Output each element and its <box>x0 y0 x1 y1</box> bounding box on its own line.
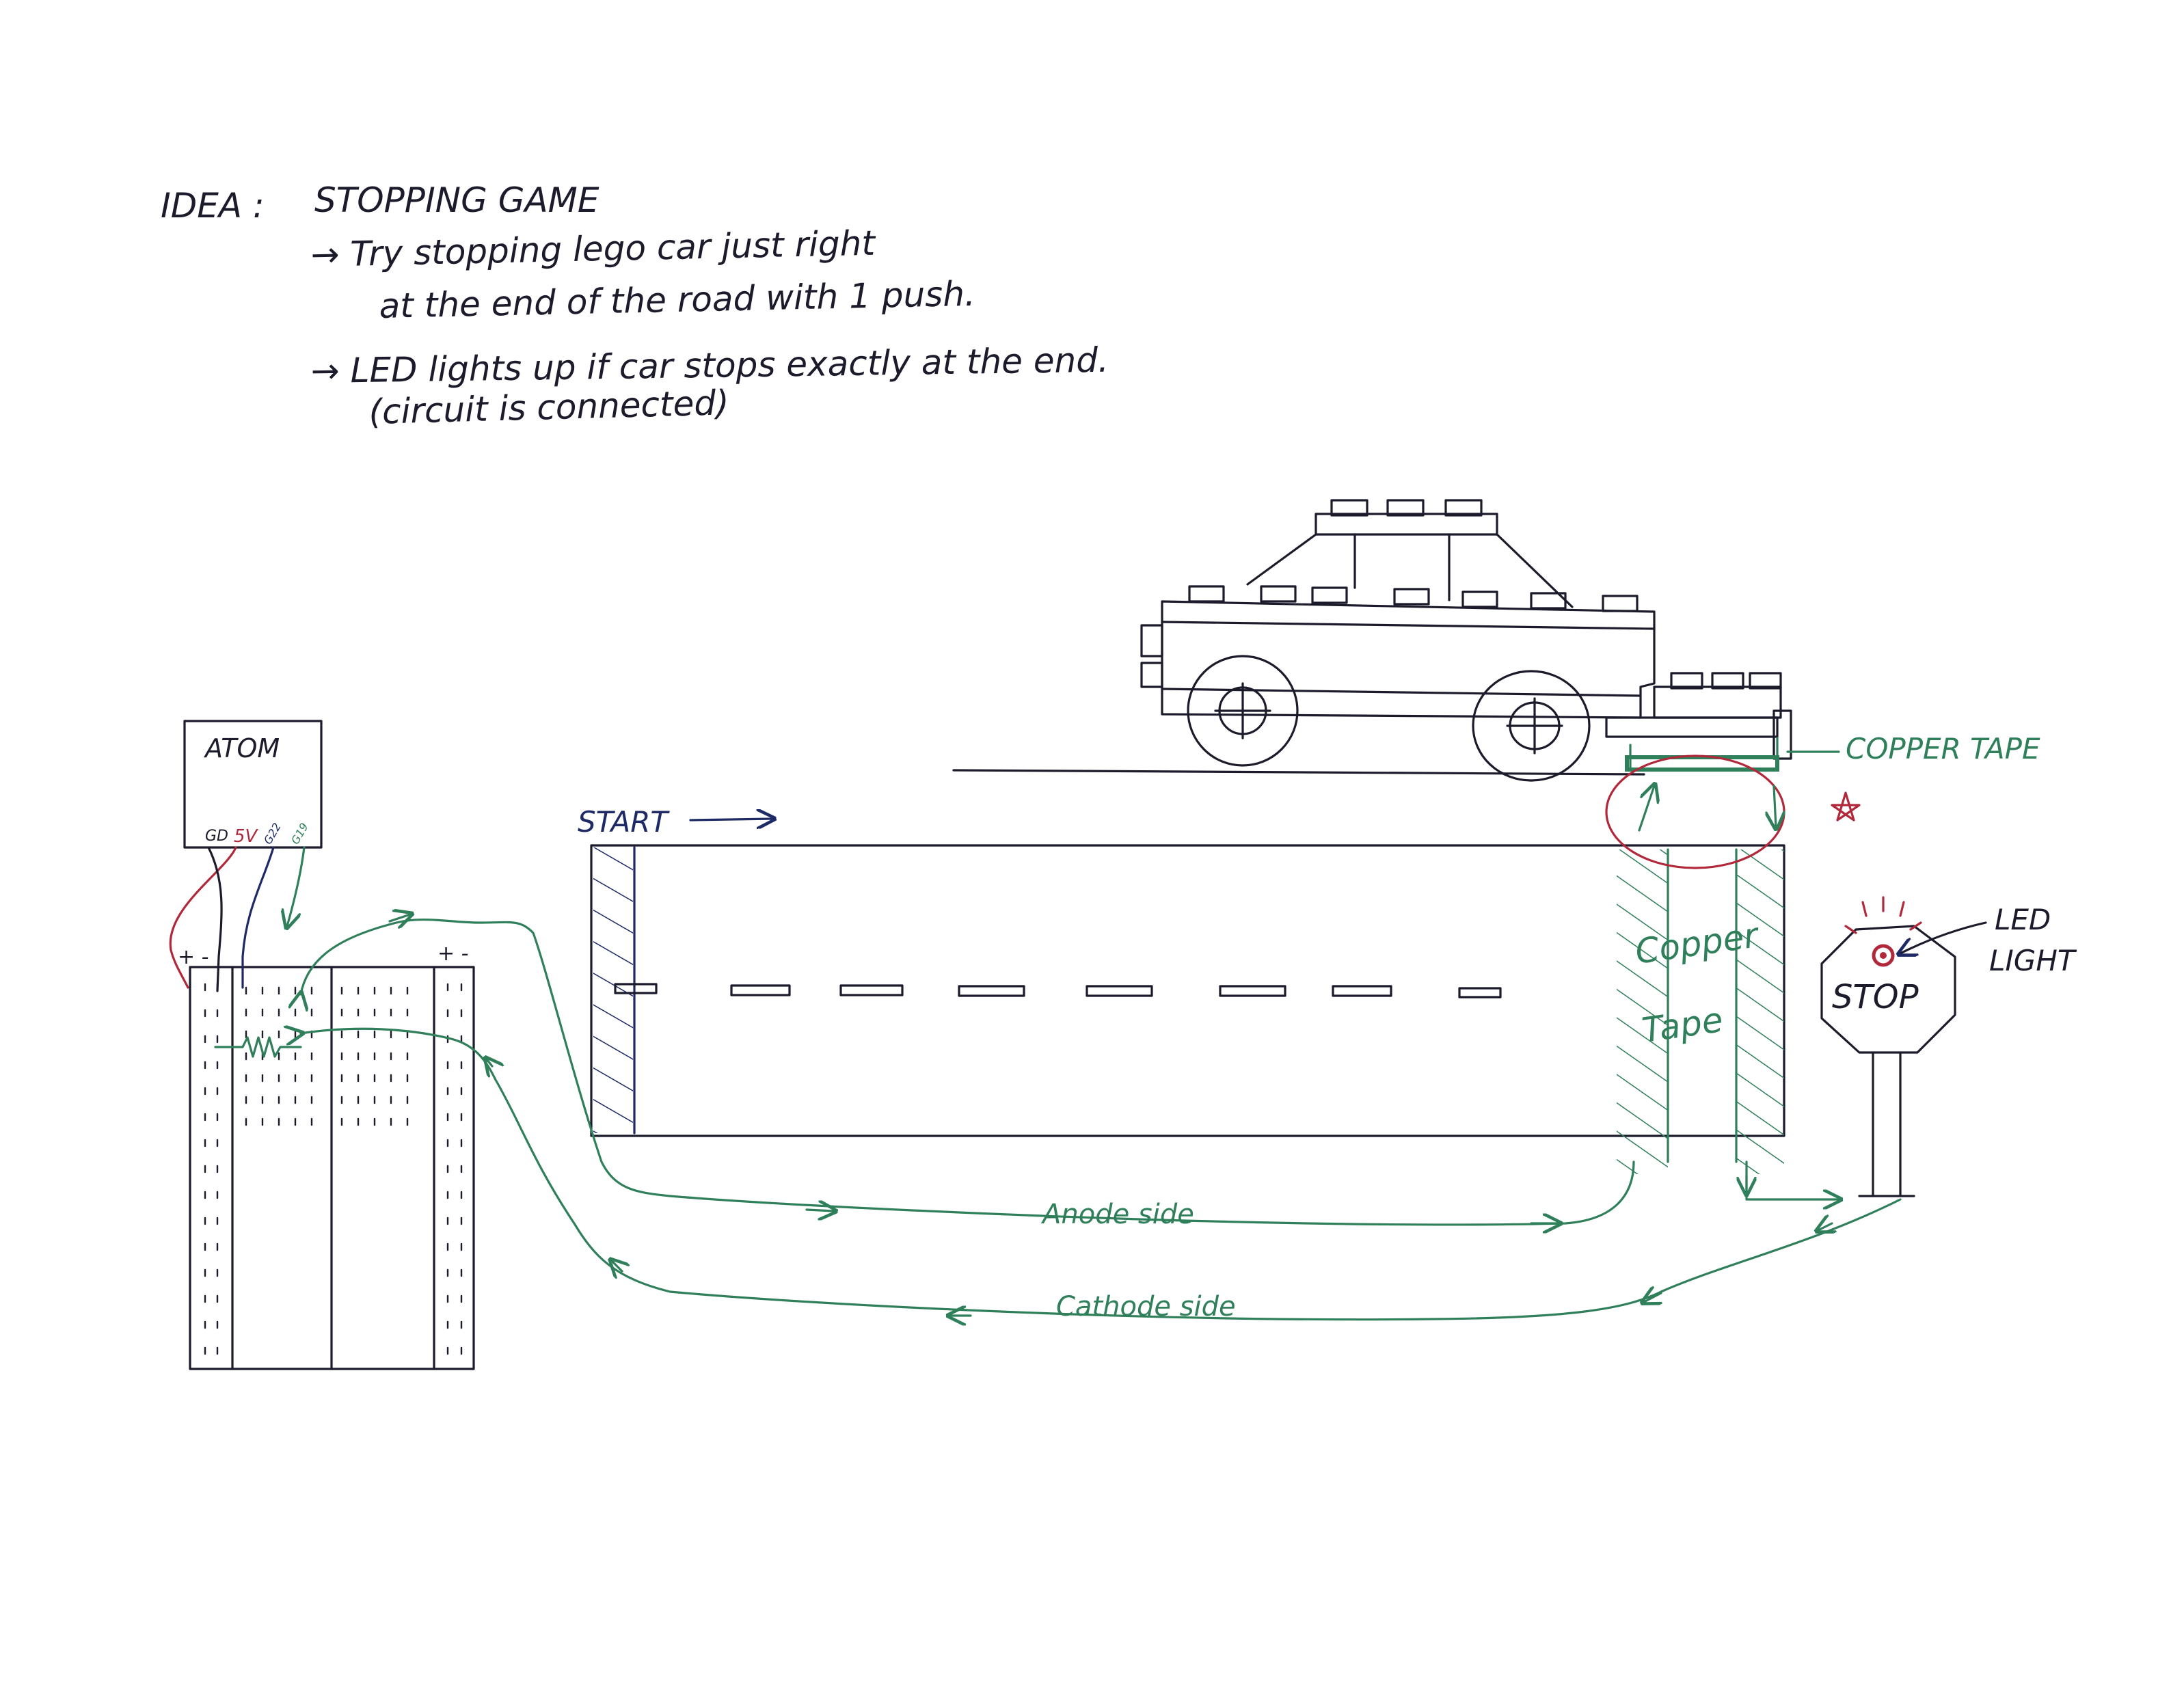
circuit-wires: Anode side Cathode side <box>301 914 1902 1322</box>
center-line <box>614 983 1502 999</box>
cathode-arrow-4 <box>1818 1223 1832 1230</box>
anode-label: Anode side <box>1040 1199 1194 1230</box>
roof-top-plate <box>1315 513 1498 536</box>
bullet-1-line-1: → Try stopping lego car just right <box>310 223 877 275</box>
body-stud <box>1461 590 1498 608</box>
body-stud <box>1530 592 1567 610</box>
start-arrow <box>689 819 772 820</box>
lane-dash <box>958 985 1025 997</box>
start-zone <box>593 847 633 1133</box>
lane-dash <box>1086 985 1153 997</box>
rear-trunk <box>1653 685 1782 719</box>
body-stud <box>1260 585 1297 603</box>
anode-arrow-1 <box>805 1210 834 1211</box>
lane-dash <box>839 984 904 996</box>
atom-box <box>183 720 323 849</box>
body-stud <box>1602 595 1639 612</box>
start-label: START <box>578 805 670 839</box>
wire-gnd-black <box>207 846 223 992</box>
stop-octagon <box>1820 925 1956 1054</box>
road-outline <box>590 844 1785 1137</box>
body-stud <box>1393 588 1430 606</box>
cathode-label: Cathode side <box>1056 1291 1236 1322</box>
rail-left-polarity: + - <box>178 945 209 969</box>
roof-stud <box>1386 499 1425 517</box>
atom-label: ATOM <box>203 733 280 763</box>
stop-text: STOP <box>1832 978 1919 1016</box>
rear-bumper-end <box>1772 709 1792 760</box>
car-body <box>1161 600 1656 719</box>
resistor <box>214 1036 302 1058</box>
bullet-2-line-2: (circuit is connected) <box>368 383 730 432</box>
top-wire-arrow <box>388 914 410 921</box>
idea-label: IDEA : <box>161 186 265 226</box>
roof-stud <box>1330 499 1369 517</box>
atom-pin-5v: 5V <box>234 826 259 847</box>
lane-dash <box>1219 985 1286 997</box>
led-ray <box>1844 925 1857 934</box>
bullet-1-line-2: at the end of the road with 1 push. <box>379 274 975 326</box>
body-stud <box>1311 586 1348 604</box>
cathode-arrow-entry <box>487 1059 492 1066</box>
atom-pin-g22: G22 <box>261 821 284 847</box>
front-wheel <box>1187 655 1299 767</box>
rear-stud <box>1749 672 1782 690</box>
rear-stud <box>1670 672 1703 690</box>
atom-wires <box>169 846 306 992</box>
led-label-line-2: LIGHT <box>1989 944 2077 977</box>
wire-g19-green <box>287 846 306 926</box>
ground-line <box>952 769 1645 776</box>
led-rays <box>1844 896 1922 934</box>
lego-car: COPPER TAPE <box>952 499 2040 782</box>
contact-arrow-down <box>1774 785 1776 827</box>
led-label-line-1: LED <box>1995 903 2051 936</box>
led-ray <box>1861 901 1868 917</box>
rear-bumper <box>1605 716 1779 738</box>
copper-strip-left <box>1617 850 1668 1174</box>
atom-pin-g19: G19 <box>288 821 311 847</box>
idea-notes: IDEA : STOPPING GAME → Try stopping lego… <box>161 180 1109 432</box>
wire-g22-navy <box>241 846 275 989</box>
idea-title: STOPPING GAME <box>314 180 599 220</box>
lane-dash <box>1458 987 1502 999</box>
car-body-line <box>1161 621 1656 630</box>
front-light <box>1140 662 1163 688</box>
car-cabin <box>1246 533 1574 608</box>
atom-pin-gd: GD <box>205 828 228 845</box>
lane-dash <box>614 983 658 994</box>
led-core <box>1880 952 1887 959</box>
cathode-arrow-1 <box>612 1261 622 1271</box>
rail-right-polarity: + - <box>437 942 469 966</box>
lane-dash <box>1332 985 1392 997</box>
rear-wheel <box>1472 670 1591 782</box>
breadboard: + - + - <box>178 942 475 1370</box>
led-ray <box>1899 901 1905 917</box>
lane-dash <box>730 984 791 996</box>
car-copper-tape-label: COPPER TAPE <box>1846 732 2040 765</box>
road: START Copper Tape <box>578 805 1785 1174</box>
led-pointer <box>1900 921 1987 953</box>
contact-highlight <box>1605 755 1861 869</box>
body-stud <box>1188 585 1225 603</box>
copper-strip-right <box>1736 850 1784 1174</box>
wire-copper-to-led <box>1745 1160 1839 1199</box>
cathode-arrow-3 <box>1644 1293 1661 1302</box>
roof-stud <box>1444 499 1483 517</box>
led-ray <box>1909 921 1922 931</box>
stop-sign: STOP LED LIGHT <box>1820 896 2077 1197</box>
star-icon <box>1831 791 1861 821</box>
wire-5v-red <box>169 846 237 989</box>
led-icon <box>1872 944 1895 967</box>
contact-arrow-up <box>1638 786 1654 832</box>
front-light <box>1140 624 1163 657</box>
atom-board: ATOM GD 5V G22 G19 <box>183 720 323 849</box>
wire-breadboard-top <box>301 918 1635 1226</box>
breadboard-holes <box>204 983 463 1355</box>
rear-stud <box>1711 672 1744 690</box>
contact-circle <box>1605 755 1785 869</box>
